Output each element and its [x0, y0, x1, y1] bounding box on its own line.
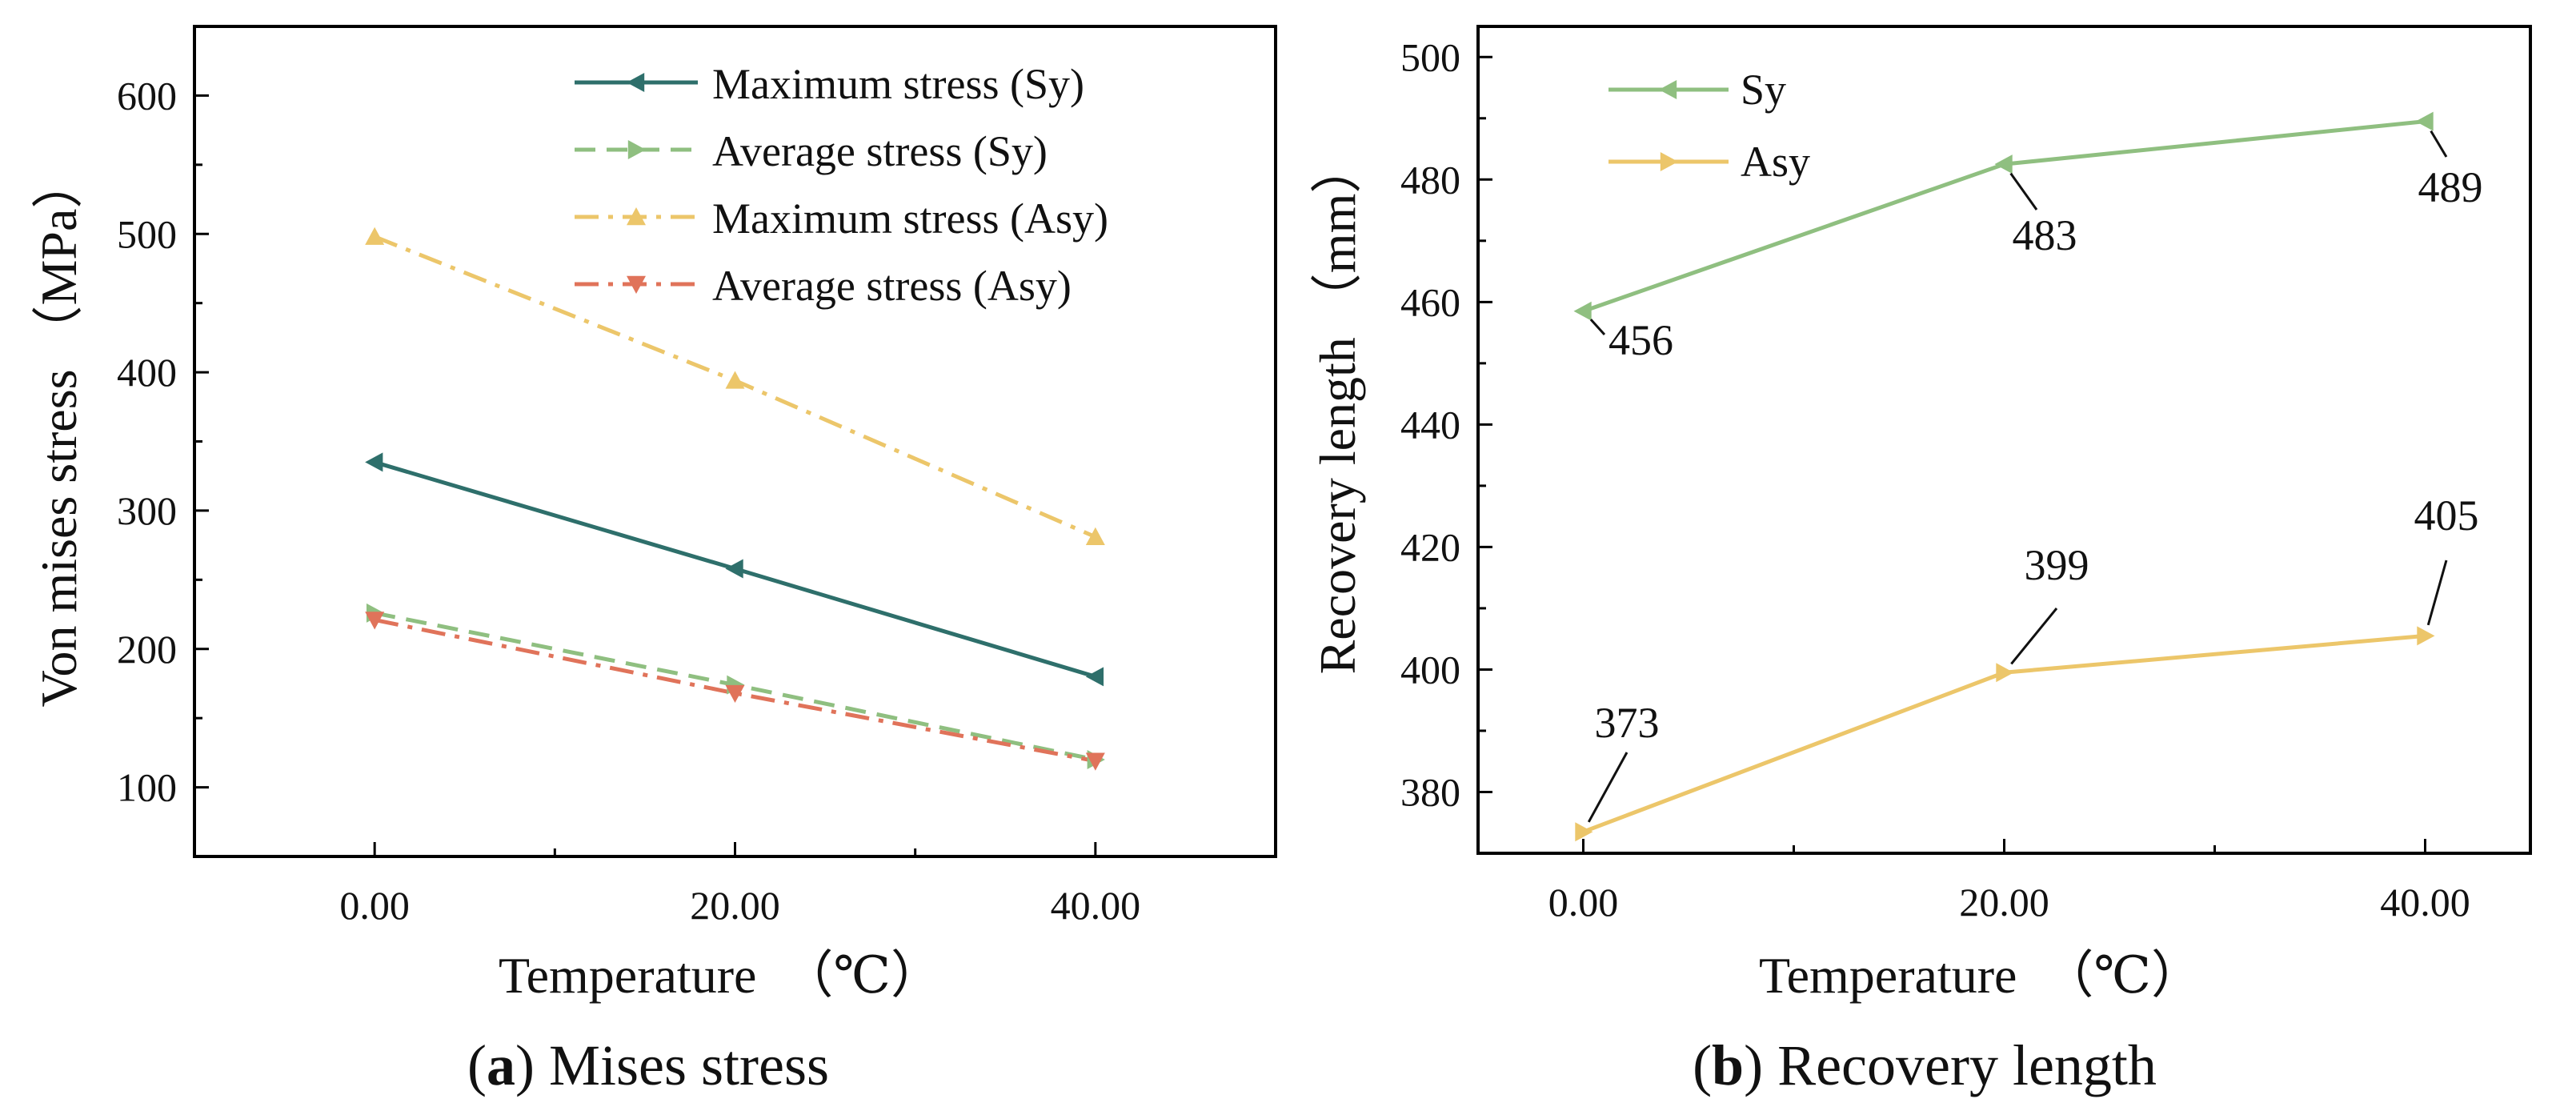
x-tick-labels: 0.00 20.00 40.00 — [1548, 880, 2470, 924]
caption-b-letter: b — [1712, 1033, 1744, 1097]
caption-a-letter: a — [487, 1033, 515, 1097]
legend-swatch-marker-0 — [627, 73, 645, 92]
data-point-s0-2 — [1085, 667, 1104, 687]
leader-line-4 — [2010, 608, 2058, 665]
x-axis-label: Temperature （℃） — [499, 947, 942, 1004]
y-tick-label: 460 — [1400, 279, 1460, 324]
caption-a: (a) Mises stress — [467, 1033, 829, 1097]
chart-panel-recovery-length: 380 400 420 440 460 480 500 0.00 20.00 40.00 Rec… — [1309, 25, 2532, 1097]
data-point-s3-0 — [365, 612, 385, 630]
data-point-s0-2 — [2415, 111, 2434, 131]
y-tick-labels: 100 200 300 400 500 600 — [117, 73, 177, 809]
x-tick-label: 40.00 — [1051, 883, 1141, 928]
series-markers — [1573, 111, 2435, 842]
legend-swatch-marker-2 — [627, 207, 646, 226]
legend-swatch-marker-1 — [1660, 152, 1678, 171]
series-line-3 — [374, 618, 1096, 764]
legend-swatches — [575, 73, 698, 294]
leader-line-3 — [1587, 752, 1629, 823]
legend-swatch-marker-1 — [627, 140, 646, 159]
x-axis-label: Temperature （℃） — [1759, 947, 2202, 1004]
y-axis-label: Recovery length （mm） — [1309, 142, 1366, 675]
y-tick-label: 440 — [1400, 402, 1460, 447]
axis-ticks — [1478, 55, 2426, 853]
data-point-s0-1 — [725, 559, 743, 579]
x-tick-label: 20.00 — [690, 883, 780, 928]
y-axis-label: Von mises stress （MPa） — [30, 158, 87, 708]
data-point-s1-0 — [1575, 822, 1593, 842]
data-point-s3-2 — [1085, 752, 1105, 771]
y-tick-label: 200 — [117, 627, 177, 672]
x-tick-label: 20.00 — [1959, 880, 2049, 924]
data-label-sy-40: 489 — [2418, 163, 2483, 211]
legend-entry-avg-asy: Average stress (Asy) — [712, 262, 1072, 310]
axis-ticks — [194, 94, 1097, 856]
data-label-asy-20: 399 — [2025, 541, 2089, 589]
series-line-1 — [1582, 633, 2426, 834]
y-tick-label: 100 — [117, 765, 177, 810]
data-point-s3-1 — [725, 684, 745, 704]
y-tick-label: 400 — [1400, 647, 1460, 692]
caption-b-text: Recovery length — [1777, 1033, 2157, 1097]
leader-line-1 — [2009, 172, 2038, 211]
leader-line-2 — [2430, 130, 2448, 158]
series-line-0 — [1582, 119, 2426, 314]
legend-entry-avg-sy: Average stress (Sy) — [712, 127, 1048, 175]
caption-a-text: Mises stress — [549, 1033, 829, 1097]
y-tick-label: 480 — [1400, 157, 1460, 202]
series-lines — [1582, 119, 2426, 834]
chart-panel-mises-stress: 100 200 300 400 500 600 0.00 20.00 40.00 Von mi… — [30, 25, 1277, 1097]
data-label-leaders — [1587, 130, 2448, 823]
x-tick-label: 40.00 — [2380, 880, 2470, 924]
legend: Maximum stress (Sy) Average stress (Sy) … — [575, 60, 1108, 310]
y-tick-label: 600 — [117, 73, 177, 118]
y-tick-label: 300 — [117, 488, 177, 533]
y-tick-labels: 380 400 420 440 460 480 500 — [1400, 34, 1460, 814]
data-label-sy-0: 456 — [1608, 316, 1673, 364]
data-point-s2-0 — [365, 227, 385, 245]
y-tick-label: 400 — [117, 350, 177, 395]
y-tick-label: 500 — [1400, 34, 1460, 79]
data-point-s2-2 — [1085, 527, 1105, 545]
y-tick-label: 380 — [1400, 769, 1460, 814]
x-tick-labels: 0.00 20.00 40.00 — [339, 883, 1140, 928]
data-point-s1-2 — [2417, 626, 2435, 646]
legend-swatches — [1608, 80, 1729, 171]
data-label-asy-0: 373 — [1595, 699, 1660, 747]
y-tick-label: 420 — [1400, 524, 1460, 569]
caption-b: (b) Recovery length — [1693, 1033, 2157, 1097]
legend-swatch-marker-0 — [1659, 80, 1677, 99]
data-point-s0-0 — [365, 452, 383, 472]
data-point-s1-1 — [1996, 663, 2014, 683]
data-point-s0-1 — [1994, 154, 2013, 174]
leader-line-0 — [1589, 319, 1606, 336]
legend-entry-asy: Asy — [1741, 138, 1810, 186]
y-tick-label: 500 — [117, 211, 177, 256]
data-label-asy-40: 405 — [2414, 491, 2479, 539]
legend-entry-max-sy: Maximum stress (Sy) — [712, 60, 1084, 108]
data-label-sy-20: 483 — [2013, 211, 2077, 259]
data-point-s2-1 — [725, 371, 745, 389]
legend-entry-max-asy: Maximum stress (Asy) — [712, 195, 1108, 243]
legend: Sy Asy — [1608, 66, 1810, 186]
legend-entry-sy: Sy — [1741, 66, 1786, 114]
data-point-s0-0 — [1573, 301, 1592, 321]
legend-swatch-marker-3 — [627, 275, 646, 294]
leader-line-5 — [2426, 560, 2448, 626]
x-tick-label: 0.00 — [1548, 880, 1619, 924]
x-tick-label: 0.00 — [339, 883, 410, 928]
series-markers — [365, 227, 1105, 771]
